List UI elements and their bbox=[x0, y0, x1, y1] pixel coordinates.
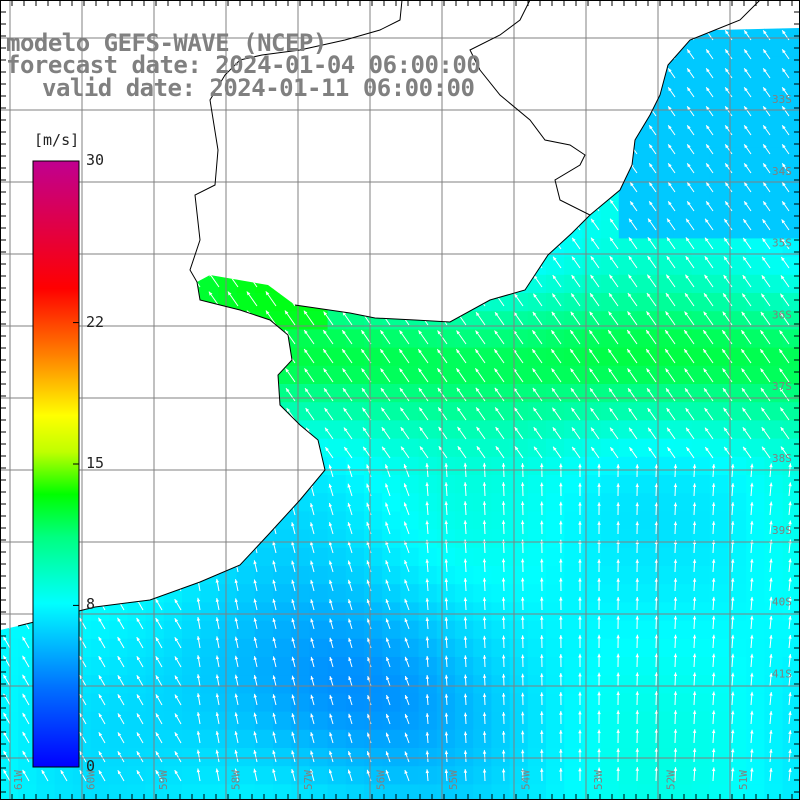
colorbar-tick-label: 0 bbox=[86, 757, 96, 775]
uruguay-coast bbox=[294, 0, 591, 323]
coastline bbox=[17, 0, 403, 627]
latitude-label: 35S bbox=[772, 237, 792, 250]
longitude-label: 53W bbox=[592, 770, 605, 790]
colorbar-tick-label: 8 bbox=[86, 595, 96, 614]
longitude-label: 61W bbox=[12, 770, 25, 790]
longitude-label: 55W bbox=[447, 770, 460, 790]
latitude-label: 37S bbox=[772, 380, 792, 393]
colorbar-tick-label: 22 bbox=[86, 312, 105, 331]
latitude-label: 34S bbox=[772, 165, 792, 178]
latitude-label: 38S bbox=[772, 452, 792, 465]
latitude-label: 39S bbox=[772, 524, 792, 537]
colorbar-unit: [m/s] bbox=[34, 131, 80, 149]
longitude-label: 60W bbox=[85, 770, 98, 790]
colorbar-tick-label: 15 bbox=[86, 454, 105, 472]
title-valid-date: valid date: 2024-01-11 06:00:00 bbox=[42, 74, 475, 102]
longitude-label: 52W bbox=[665, 770, 678, 790]
latitude-label: 33S bbox=[772, 93, 792, 106]
brazil-coast bbox=[589, 0, 761, 216]
longitude-label: 59W bbox=[157, 770, 170, 790]
latitude-label: 36S bbox=[772, 308, 792, 321]
title-forecast-date: forecast date: 2024-01-04 06:00:00 bbox=[6, 51, 481, 79]
longitude-label: 51W bbox=[737, 770, 750, 790]
latitude-label: 40S bbox=[772, 596, 792, 609]
longitude-label: 57W bbox=[302, 770, 315, 790]
longitude-label: 56W bbox=[375, 770, 388, 790]
title-model: modelo GEFS-WAVE (NCEP) bbox=[6, 29, 327, 57]
longitude-label: 54W bbox=[520, 770, 533, 790]
longitude-label: 58W bbox=[230, 770, 243, 790]
colorbar bbox=[32, 160, 80, 768]
colorbar-tick-label: 30 bbox=[86, 151, 105, 169]
latitude-label: 41S bbox=[772, 667, 792, 680]
